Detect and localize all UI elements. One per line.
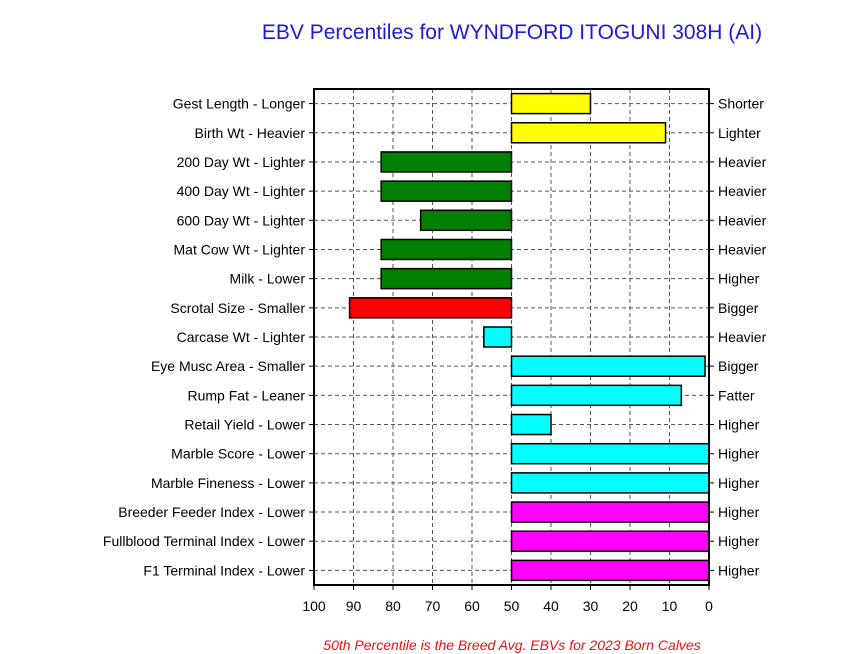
left-row-labels: Gest Length - Longer Birth Wt - Heavier 20… xyxy=(103,96,314,578)
row-label-right: Bigger xyxy=(718,358,759,374)
x-tick-label: 20 xyxy=(622,598,638,614)
row-label-left: Birth Wt - Heavier xyxy=(195,125,306,141)
x-tick-label: 80 xyxy=(385,598,401,614)
x-tick-label: 90 xyxy=(346,598,362,614)
x-tick-label: 100 xyxy=(302,598,326,614)
x-tick-label: 30 xyxy=(583,598,599,614)
row-label-right: Bigger xyxy=(718,300,759,316)
row-label-left: Fullblood Terminal Index - Lower xyxy=(103,533,305,549)
row-label-right: Fatter xyxy=(718,387,755,403)
row-label-left: 600 Day Wt - Lighter xyxy=(177,212,306,228)
bar xyxy=(510,501,710,523)
row-label-right: Higher xyxy=(718,446,760,462)
bar xyxy=(510,355,706,377)
row-label-left: Milk - Lower xyxy=(230,271,306,287)
bar xyxy=(510,530,710,552)
row-label-right: Heavier xyxy=(718,154,767,170)
row-label-right: Heavier xyxy=(718,183,767,199)
x-tick-label: 0 xyxy=(705,598,713,614)
bar xyxy=(510,472,710,494)
row-label-right: Heavier xyxy=(718,329,767,345)
bars xyxy=(348,92,710,582)
bar xyxy=(380,267,513,290)
bar xyxy=(510,122,667,144)
x-axis-ticks: 100 90 80 70 60 50 40 30 20 10 0 xyxy=(302,585,713,614)
row-label-left: Marble Fineness - Lower xyxy=(151,475,305,491)
row-label-right: Shorter xyxy=(718,96,764,112)
right-row-labels: Shorter Lighter Heavier Heavier Heavier Heavi… xyxy=(709,96,767,578)
bar xyxy=(510,413,552,436)
bar xyxy=(510,92,592,115)
bar xyxy=(348,297,513,319)
row-label-right: Higher xyxy=(718,271,760,287)
row-label-right: Higher xyxy=(718,504,760,520)
bar xyxy=(380,180,513,202)
bar xyxy=(483,326,513,348)
bar xyxy=(510,559,710,582)
bar xyxy=(510,442,710,465)
bar xyxy=(419,209,513,232)
row-label-left: Eye Musc Area - Smaller xyxy=(151,358,305,374)
bar xyxy=(380,238,513,261)
row-label-left: Carcase Wt - Lighter xyxy=(177,329,306,345)
x-tick-label: 40 xyxy=(543,598,559,614)
x-tick-label: 70 xyxy=(425,598,441,614)
row-label-left: Rump Fat - Leaner xyxy=(188,387,306,403)
row-label-right: Higher xyxy=(718,533,760,549)
row-label-left: Mat Cow Wt - Lighter xyxy=(174,241,306,257)
x-tick-label: 50 xyxy=(504,598,520,614)
row-label-left: 400 Day Wt - Lighter xyxy=(177,183,306,199)
row-label-left: F1 Terminal Index - Lower xyxy=(143,562,305,578)
row-label-right: Heavier xyxy=(718,241,767,257)
row-label-right: Higher xyxy=(718,562,760,578)
row-label-right: Higher xyxy=(718,475,760,491)
bar xyxy=(510,384,683,407)
row-label-right: Heavier xyxy=(718,212,767,228)
row-label-right: Lighter xyxy=(718,125,761,141)
x-tick-label: 10 xyxy=(662,598,678,614)
chart-title: EBV Percentiles for WYNDFORD ITOGUNI 308… xyxy=(262,21,762,44)
row-label-left: Retail Yield - Lower xyxy=(184,417,305,433)
row-label-right: Higher xyxy=(718,417,760,433)
row-label-left: Scrotal Size - Smaller xyxy=(170,300,305,316)
row-label-left: 200 Day Wt - Lighter xyxy=(177,154,306,170)
row-label-left: Breeder Feeder Index - Lower xyxy=(118,504,305,520)
row-label-left: Marble Score - Lower xyxy=(171,446,305,462)
chart-footnote: 50th Percentile is the Breed Avg. EBVs f… xyxy=(323,637,700,653)
row-label-left: Gest Length - Longer xyxy=(173,96,306,112)
x-tick-label: 60 xyxy=(464,598,480,614)
bar xyxy=(380,151,513,173)
